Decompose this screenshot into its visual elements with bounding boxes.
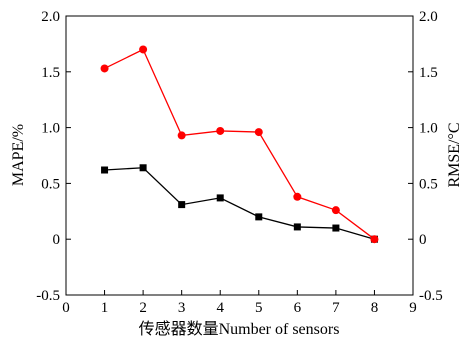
left-y-axis-ticks: -0.5 0 0.5 1.0 1.5 2.0 — [36, 9, 71, 304]
x-tick-label: 4 — [216, 300, 224, 316]
black-square-data-point — [216, 194, 224, 202]
x-axis-label: 传感器数量Number of sensors — [139, 320, 340, 338]
left-y-tick-label: 2.0 — [41, 9, 60, 25]
left-y-tick-label: 0 — [53, 232, 61, 248]
right-y-tick-label: 1.5 — [419, 65, 438, 81]
black-square-data-point — [101, 166, 109, 174]
right-y-tick-label: 1.0 — [419, 121, 438, 137]
black-square-data-point — [293, 223, 301, 231]
x-tick-label: 2 — [139, 300, 147, 316]
red-circle-data-point — [370, 235, 379, 244]
x-axis-ticks: 0 1 2 3 4 5 6 7 8 9 — [62, 290, 417, 316]
red-circle-data-point — [254, 128, 263, 137]
black-square-data-point — [332, 224, 340, 232]
right-y-tick-label: -0.5 — [419, 288, 443, 304]
x-tick-label: 8 — [371, 300, 379, 316]
left-y-tick-label: 1.0 — [41, 121, 60, 137]
x-tick-label: 5 — [255, 300, 263, 316]
red-circle-data-point — [177, 131, 186, 140]
right-y-axis-ticks: -0.5 0 0.5 1.0 1.5 2.0 — [408, 9, 443, 304]
red-circle-data-point — [100, 64, 109, 73]
x-tick-label: 3 — [178, 300, 186, 316]
red-circle-data-point — [139, 45, 148, 54]
x-tick-label: 9 — [409, 300, 417, 316]
red-circle-data-point — [216, 126, 225, 135]
right-y-tick-label: 0.5 — [419, 176, 438, 192]
right-y-tick-label: 0 — [419, 232, 427, 248]
left-y-axis-label: MAPE/% — [10, 124, 27, 186]
black-square-series-line — [104, 167, 375, 240]
red-circle-data-point — [293, 192, 302, 201]
black-square-data-point — [139, 164, 147, 172]
left-y-tick-label: 1.5 — [41, 65, 60, 81]
red-circle-data-point — [331, 206, 340, 215]
x-tick-label: 7 — [332, 300, 340, 316]
black-square-data-point — [255, 213, 263, 221]
left-y-tick-label: 0.5 — [41, 176, 60, 192]
right-y-axis-label: RMSE/°C — [446, 122, 463, 187]
x-tick-label: 6 — [294, 300, 302, 316]
series-layer — [100, 45, 379, 244]
plot-frame — [65, 15, 414, 296]
left-y-tick-label: -0.5 — [36, 288, 60, 304]
right-y-tick-label: 2.0 — [419, 9, 438, 25]
red-circle-series-line — [104, 48, 375, 240]
x-tick-label: 1 — [101, 300, 109, 316]
black-square-data-point — [178, 201, 186, 209]
x-tick-label: 0 — [62, 300, 70, 316]
